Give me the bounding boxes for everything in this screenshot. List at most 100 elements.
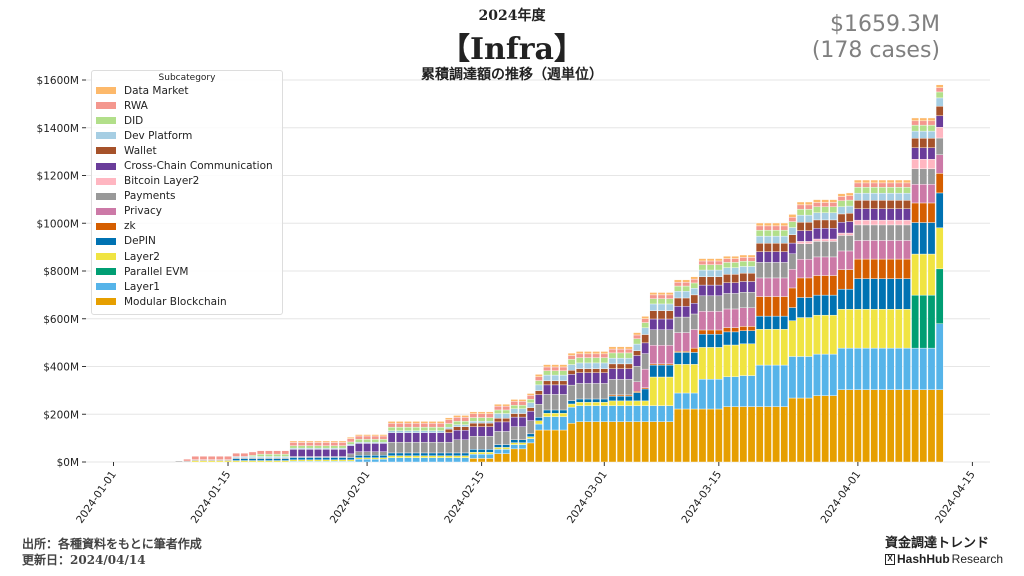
bar-segment-rwa [289, 442, 298, 446]
bar-segment-data-market [731, 255, 739, 259]
bar-segment-data-market [461, 415, 470, 418]
bar-segment-modular-blockchain [903, 389, 911, 463]
bar-segment-depin [641, 388, 649, 402]
total-cases: (178 cases) [811, 38, 940, 63]
legend-swatch [96, 117, 116, 125]
bar-segment-payments [657, 329, 666, 346]
legend-label: Parallel EVM [124, 265, 189, 278]
y-tick-label: $1200M [37, 171, 79, 183]
bar-segment-layer2 [396, 455, 404, 458]
bar-segment-wallet [445, 428, 453, 433]
bar-segment-layer2 [862, 309, 870, 349]
bar-segment-wallet [805, 222, 813, 231]
bar-segment-rwa [265, 450, 273, 455]
bar-segment-layer1 [396, 457, 404, 463]
bar-segment-dev-platform [755, 235, 764, 244]
bar-segment-data-market [854, 179, 862, 184]
bar-segment-dev-platform [412, 430, 420, 433]
bar-segment-data-market [633, 332, 641, 336]
bar-segment-zk [698, 329, 707, 335]
bar-segment-modular-blockchain [477, 458, 486, 463]
bar-segment-zk [805, 277, 813, 298]
bar-segment-cross-chain-communication [854, 208, 862, 221]
bar-segment-cross-chain-communication [674, 306, 682, 318]
bar-segment-did [461, 420, 470, 425]
bar-segment-zk [862, 258, 870, 279]
bar-segment-dev-platform [420, 430, 429, 433]
bar-segment-payments [878, 224, 887, 241]
bar-segment-payments [747, 292, 756, 308]
bar-segment-layer1 [870, 347, 879, 390]
bar-segment-did [289, 445, 298, 449]
bar-segment-did [314, 445, 322, 449]
bar-segment-zk [723, 327, 731, 333]
bar-segment-dev-platform [404, 430, 412, 433]
bar-segment-zk [837, 269, 846, 290]
bar-segment-rwa [355, 435, 363, 440]
bar-segment-privacy [894, 240, 903, 260]
bar-segment-depin [747, 330, 756, 345]
bar-segment-data-market [584, 351, 592, 355]
bar-segment-cross-chain-communication [616, 368, 625, 380]
bar-segment-layer1 [805, 356, 813, 399]
bar-segment-rwa [477, 413, 486, 418]
bar-segment-dev-platform [518, 408, 527, 414]
legend-swatch [96, 132, 116, 140]
bar-segment-dev-platform [706, 269, 715, 277]
bar-segment-rwa [796, 204, 805, 210]
bar-segment-privacy [780, 277, 789, 297]
legend-swatch [96, 102, 116, 110]
bar-segment-rwa [600, 353, 609, 358]
bar-segment-layer2 [764, 329, 772, 366]
bar-segment-did [338, 445, 347, 449]
bar-segment-modular-blockchain [584, 421, 592, 463]
bar-segment-rwa [649, 294, 658, 299]
bar-segment-modular-blockchain [543, 429, 551, 463]
bar-segment-dev-platform [436, 430, 445, 433]
bar-segment-modular-blockchain [935, 389, 944, 463]
bar-segment-cross-chain-communication [821, 228, 829, 240]
bar-segment-privacy [870, 240, 879, 260]
bar-segment-rwa [592, 353, 600, 358]
x-tick-label: 2024-04-01 [819, 469, 864, 526]
bar-segment-cross-chain-communication [567, 374, 576, 386]
bar-segment-rwa [657, 294, 666, 299]
bar-segment-layer2 [387, 455, 396, 458]
bar-segment-dev-platform [731, 267, 739, 275]
bar-segment-layer2 [911, 253, 919, 296]
bar-segment-layer2 [281, 460, 290, 463]
bar-segment-payments [461, 439, 470, 454]
bar-segment-payments [592, 383, 600, 400]
bar-segment-modular-blockchain [821, 395, 829, 463]
bar-segment-rwa [567, 355, 576, 360]
bar-segment-did [404, 426, 412, 431]
bar-segment-layer2 [845, 309, 854, 349]
bar-segment-dev-platform [592, 362, 600, 369]
bar-segment-layer2 [731, 344, 739, 377]
bar-segment-data-market [485, 411, 494, 414]
bar-segment-rwa [224, 456, 232, 460]
legend-label: zk [124, 220, 136, 233]
bar-segment-layer2 [641, 400, 649, 406]
bar-segment-payments [371, 451, 380, 456]
bar-segment-dev-platform [927, 130, 936, 139]
bar-segment-layer1 [690, 392, 699, 410]
bar-segment-payments [723, 293, 731, 310]
bar-segment-data-market [289, 440, 298, 443]
bar-segment-did [494, 409, 502, 414]
bar-segment-payments [518, 426, 527, 440]
bar-segment-data-market [625, 346, 633, 350]
bar-segment-wallet [723, 274, 731, 283]
bar-segment-payments [428, 441, 437, 454]
legend-swatch [96, 237, 116, 245]
bar-segment-rwa [862, 182, 870, 188]
bar-segment-parallel-evm [927, 294, 936, 349]
bar-segment-dev-platform [747, 266, 756, 274]
bar-segment-rwa [625, 348, 633, 354]
bar-segment-cross-chain-communication [845, 221, 854, 234]
bar-segment-cross-chain-communication [698, 284, 707, 297]
bar-segment-privacy [772, 277, 780, 297]
bar-segment-depin [633, 392, 641, 402]
bar-segment-wallet [690, 294, 699, 304]
bar-segment-wallet [927, 138, 936, 149]
